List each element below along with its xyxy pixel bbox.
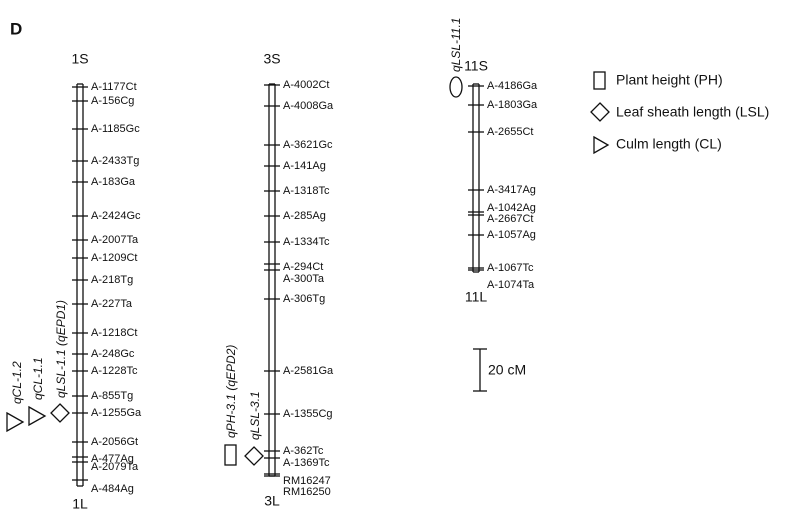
marker-label: A-248Gc bbox=[91, 348, 135, 360]
scale-label: 20 cM bbox=[488, 362, 526, 378]
marker-label: A-1228Tc bbox=[91, 365, 138, 377]
marker-label: A-1355Cg bbox=[283, 408, 333, 420]
marker-label: A-362Tc bbox=[283, 445, 324, 457]
marker-label: A-1074Ta bbox=[487, 279, 535, 291]
marker-label: A-4186Ga bbox=[487, 80, 538, 92]
marker-label: A-156Cg bbox=[91, 95, 134, 107]
qtl-diamond bbox=[50, 403, 70, 423]
marker-label: A-4008Ga bbox=[283, 100, 334, 112]
marker-label: A-218Tg bbox=[91, 274, 133, 286]
marker-label: A-227Ta bbox=[91, 298, 133, 310]
qtl-triangle bbox=[28, 405, 47, 427]
qtl-label: qLSL-3.1 bbox=[248, 391, 262, 440]
qtl-label: qCL-1.2 bbox=[10, 361, 24, 404]
chromosome-top: 3S bbox=[263, 51, 280, 67]
marker-label: A-1209Ct bbox=[91, 252, 137, 264]
chromosome-bottom: 3L bbox=[264, 493, 280, 509]
marker-label: A-300Ta bbox=[283, 273, 325, 285]
marker-label: A-306Tg bbox=[283, 293, 325, 305]
marker-label: A-1185Gc bbox=[91, 123, 140, 135]
marker-label: RM16250 bbox=[283, 486, 331, 498]
marker-label: A-294Ct bbox=[283, 261, 323, 273]
marker-label: A-2581Ga bbox=[283, 365, 334, 377]
marker-label: A-2433Tg bbox=[91, 155, 139, 167]
qtl-triangle bbox=[6, 411, 25, 433]
marker-label: A-1042Ag bbox=[487, 202, 536, 214]
marker-label: A-1318Tc bbox=[283, 185, 330, 197]
chromosome-top: 11S bbox=[464, 58, 488, 74]
marker-label: A-1218Ct bbox=[91, 327, 137, 339]
qtl-diamond bbox=[244, 446, 264, 466]
legend-label: Plant height (PH) bbox=[616, 72, 723, 88]
legend-triangle bbox=[593, 135, 610, 155]
marker-label: A-1177Ct bbox=[91, 81, 137, 93]
marker-label: A-1255Ga bbox=[91, 407, 142, 419]
marker-label: A-1334Tc bbox=[283, 236, 330, 248]
marker-label: A-2007Ta bbox=[91, 234, 139, 246]
marker-label: A-2424Gc bbox=[91, 210, 141, 222]
marker-label: A-1067Tc bbox=[487, 262, 534, 274]
chromosome-bottom: 11L bbox=[465, 289, 488, 305]
marker-label: A-183Ga bbox=[91, 176, 136, 188]
marker-label: A-1369Tc bbox=[283, 457, 330, 469]
marker-label: A-1057Ag bbox=[487, 229, 536, 241]
marker-label: A-141Ag bbox=[283, 160, 326, 172]
legend-rect bbox=[593, 71, 606, 90]
marker-label: A-484Ag bbox=[91, 483, 134, 495]
marker-label: A-2056Gt bbox=[91, 436, 138, 448]
chromosome-bottom: 1L bbox=[72, 496, 88, 512]
qtl-label: qCL-1.1 bbox=[31, 357, 45, 400]
qtl-rect bbox=[224, 444, 237, 466]
panel-letter: D bbox=[10, 19, 22, 38]
legend-label: Leaf sheath length (LSL) bbox=[616, 104, 769, 120]
marker-label: A-2079Ta bbox=[91, 461, 139, 473]
marker-label: A-3621Gc bbox=[283, 139, 333, 151]
marker-label: RM16247 bbox=[283, 475, 331, 487]
qtl-label: qLSL-11.1 bbox=[449, 18, 463, 73]
marker-label: A-2667Ct bbox=[487, 213, 533, 225]
legend-label: Culm length (CL) bbox=[616, 136, 722, 152]
marker-label: A-4002Ct bbox=[283, 79, 329, 91]
marker-label: A-1803Ga bbox=[487, 99, 538, 111]
marker-label: A-2655Ct bbox=[487, 126, 533, 138]
qtl-ellipse bbox=[449, 76, 463, 98]
marker-label: A-477Ag bbox=[91, 453, 134, 465]
marker-label: A-3417Ag bbox=[487, 184, 536, 196]
qtl-label: qLSL-1.1 (qEPD1) bbox=[54, 300, 68, 398]
qtl-label: qPH-3.1 (qEPD2) bbox=[224, 345, 238, 438]
chromosome-top: 1S bbox=[71, 51, 88, 67]
marker-label: A-855Tg bbox=[91, 390, 133, 402]
legend-diamond bbox=[590, 102, 610, 122]
marker-label: A-285Ag bbox=[283, 210, 326, 222]
